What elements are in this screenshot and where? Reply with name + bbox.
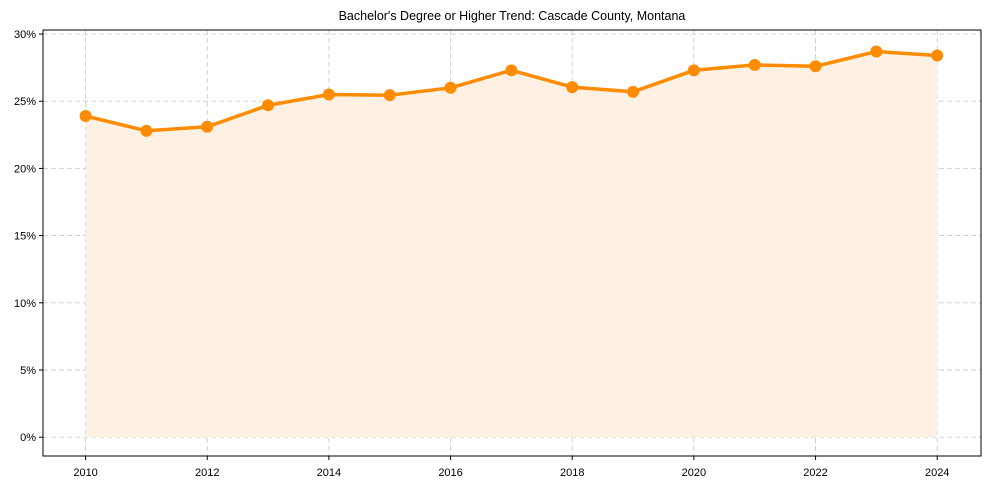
data-point: [201, 120, 214, 133]
data-point: [931, 49, 944, 62]
x-axis: 2010 2012 2014 2016 2018 2020 2022 2024: [73, 456, 949, 479]
data-point: [627, 85, 640, 98]
y-tick-label: 30%: [14, 29, 36, 41]
x-tick-label: 2018: [560, 467, 584, 479]
y-tick-label: 25%: [14, 96, 36, 108]
x-tick-label: 2024: [925, 467, 949, 479]
chart-title: Bachelor's Degree or Higher Trend: Casca…: [339, 9, 686, 23]
y-tick-label: 15%: [14, 231, 36, 243]
y-tick-label: 5%: [20, 365, 36, 377]
data-point: [505, 64, 518, 77]
data-point: [444, 81, 457, 94]
data-point: [566, 81, 579, 94]
x-tick-label: 2020: [682, 467, 706, 479]
area-fill: [85, 51, 938, 438]
data-point: [748, 58, 761, 71]
x-tick-label: 2022: [803, 467, 827, 479]
x-tick-label: 2016: [438, 467, 462, 479]
y-tick-label: 20%: [14, 163, 36, 175]
y-tick-label: 10%: [14, 298, 36, 310]
y-tick-label: 0%: [20, 432, 36, 444]
x-tick-label: 2010: [73, 467, 97, 479]
data-markers: [79, 45, 944, 137]
data-point: [79, 110, 92, 123]
data-point: [140, 124, 153, 137]
x-tick-label: 2014: [317, 467, 341, 479]
data-point: [322, 88, 335, 101]
y-axis: 0% 5% 10% 15% 20% 25% 30%: [14, 29, 43, 444]
data-point: [809, 60, 822, 73]
data-point: [262, 99, 275, 112]
plot-frame: [42, 29, 982, 457]
x-tick-label: 2012: [195, 467, 219, 479]
data-point: [383, 89, 396, 102]
data-point: [870, 45, 883, 58]
data-point: [687, 64, 700, 77]
